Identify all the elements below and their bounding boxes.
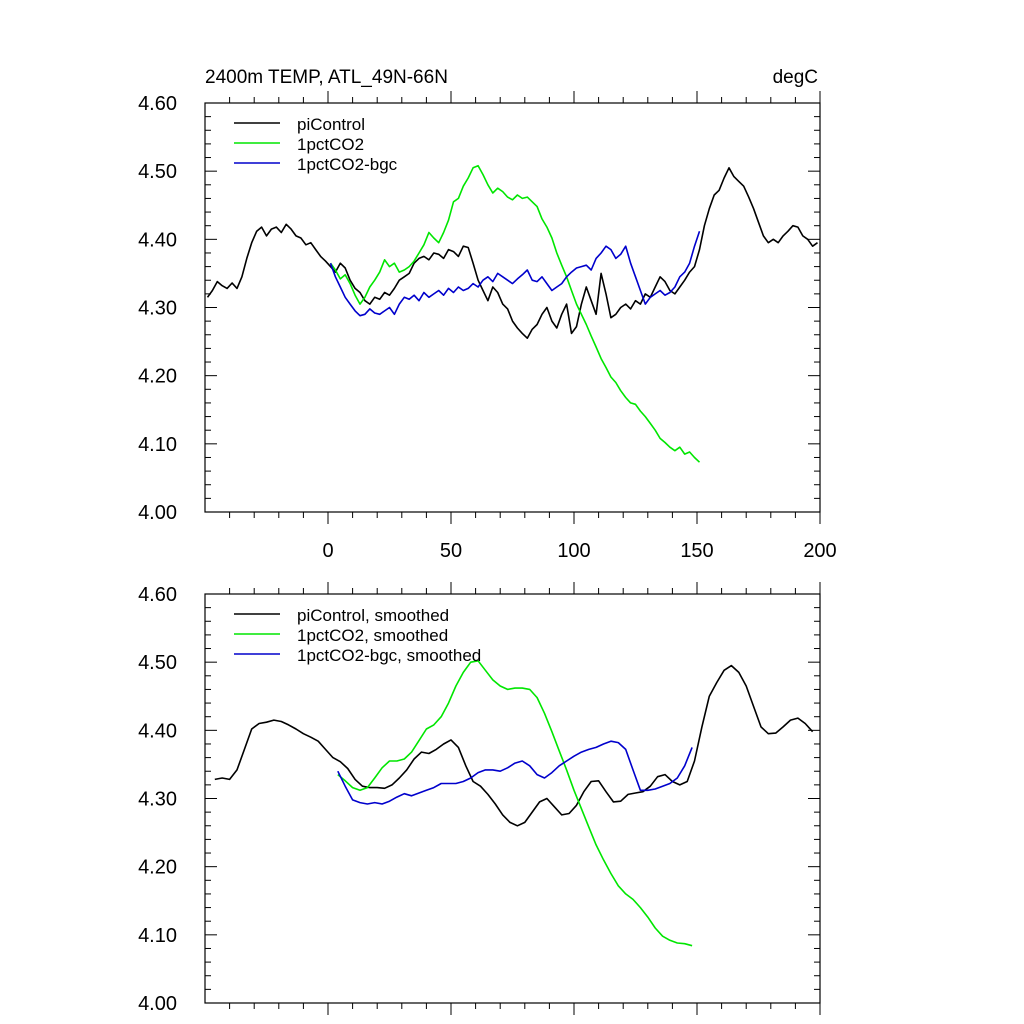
y-tick-label: 4.20 [138,857,177,879]
legend-label: 1pctCO2 [297,135,364,154]
legend-label: piControl [297,115,365,134]
x-tick-label: 0 [322,540,333,562]
series-line-picontrol [206,167,818,340]
y-tick-label: 4.10 [138,434,177,456]
chart-title: 2400m TEMP, ATL_49N-66N [205,67,448,88]
legend-label: 1pctCO2-bgc, smoothed [297,646,481,665]
y-tick-label: 4.50 [138,652,177,674]
y-tick-label: 4.30 [138,789,177,811]
series-line-1pctco2-bgc [329,230,701,317]
series-line-1pctco2 [329,164,701,463]
y-tick-label: 4.30 [138,298,177,320]
series-line-1pctco2-bgc-smoothed [337,740,693,805]
legend-label: 1pctCO2-bgc [297,155,398,174]
y-tick-label: 4.50 [138,161,177,183]
series-line-1pctco2-smoothed [337,659,693,947]
y-tick-label: 4.60 [138,584,177,606]
y-tick-label: 4.20 [138,366,177,388]
series-line-picontrol-smoothed [214,664,814,827]
y-tick-label: 4.00 [138,502,177,524]
x-tick-label: 100 [557,540,590,562]
y-tick-label: 4.10 [138,925,177,947]
legend-label: 1pctCO2, smoothed [297,626,448,645]
x-tick-label: 50 [440,540,462,562]
x-tick-label: 150 [680,540,713,562]
top-panel: 4.00 4.10 4.20 4.30 4.40 4.50 4.60 0 50 100 150 200… [138,67,837,562]
y-tick-label: 4.60 [138,93,177,115]
legend-label: piControl, smoothed [297,606,449,625]
y-tick-label: 4.00 [138,993,177,1015]
bottom-panel: 4.00 4.10 4.20 4.30 4.40 4.50 4.60 piControl, s… [138,582,821,1015]
y-tick-label: 4.40 [138,229,177,251]
y-tick-label: 4.40 [138,720,177,742]
x-tick-label: 200 [803,540,836,562]
units-label: degC [773,67,818,88]
